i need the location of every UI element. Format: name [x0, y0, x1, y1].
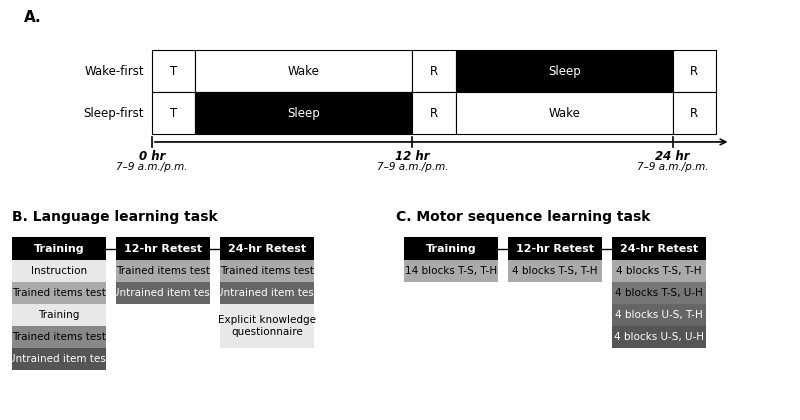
Bar	[12, 282, 106, 304]
Bar	[508, 260, 602, 282]
Text: Wake-first: Wake-first	[84, 65, 144, 78]
Bar	[404, 237, 498, 260]
Text: 7–9 a.m./p.m.: 7–9 a.m./p.m.	[637, 162, 708, 172]
Text: Sleep-first: Sleep-first	[83, 107, 144, 120]
Bar	[116, 282, 210, 304]
Bar	[116, 260, 210, 282]
Text: T: T	[170, 65, 178, 78]
Bar	[456, 92, 673, 134]
Text: Training: Training	[34, 244, 85, 254]
Text: 4 blocks U-S, T-H: 4 blocks U-S, T-H	[615, 310, 703, 320]
Text: Sleep: Sleep	[548, 65, 581, 78]
Text: R: R	[430, 107, 438, 120]
Bar	[612, 326, 706, 348]
Bar	[12, 260, 106, 282]
Text: T: T	[170, 107, 178, 120]
Bar	[12, 348, 106, 370]
Text: 12-hr Retest: 12-hr Retest	[516, 244, 594, 254]
Text: Trained items test: Trained items test	[116, 266, 210, 276]
Bar	[12, 237, 106, 260]
Text: Trained items test: Trained items test	[12, 332, 106, 342]
Text: 12-hr Retest: 12-hr Retest	[124, 244, 202, 254]
Bar	[220, 237, 314, 260]
Text: 24-hr Retest: 24-hr Retest	[228, 244, 306, 254]
Text: R: R	[430, 65, 438, 78]
Text: R: R	[690, 107, 698, 120]
Text: 24-hr Retest: 24-hr Retest	[620, 244, 698, 254]
Bar	[195, 50, 412, 92]
Text: Untrained item test: Untrained item test	[8, 354, 110, 364]
Text: 4 blocks U-S, U-H: 4 blocks U-S, U-H	[614, 332, 704, 342]
Text: A.: A.	[24, 10, 42, 26]
Bar	[12, 326, 106, 348]
Text: R: R	[690, 65, 698, 78]
Bar	[612, 304, 706, 326]
Bar	[116, 237, 210, 260]
Text: Wake: Wake	[548, 107, 580, 120]
Bar	[404, 260, 498, 282]
Text: B. Language learning task: B. Language learning task	[12, 210, 218, 224]
Text: Trained items test: Trained items test	[12, 288, 106, 298]
Text: 7–9 a.m./p.m.: 7–9 a.m./p.m.	[116, 162, 188, 172]
Bar	[612, 282, 706, 304]
Bar	[412, 92, 456, 134]
Text: Instruction: Instruction	[31, 266, 87, 276]
Text: Untrained item test: Untrained item test	[112, 288, 214, 298]
Bar	[673, 50, 716, 92]
Text: 4 blocks T-S, T-H: 4 blocks T-S, T-H	[617, 266, 702, 276]
Text: 4 blocks T-S, T-H: 4 blocks T-S, T-H	[513, 266, 598, 276]
Text: Wake: Wake	[288, 65, 320, 78]
Text: C. Motor sequence learning task: C. Motor sequence learning task	[396, 210, 650, 224]
Bar	[152, 92, 195, 134]
Bar	[412, 50, 456, 92]
Text: Sleep: Sleep	[287, 107, 320, 120]
Bar	[220, 282, 314, 304]
Bar	[220, 304, 314, 348]
Text: 4 blocks T-S, U-H: 4 blocks T-S, U-H	[615, 288, 703, 298]
Text: Untrained item test: Untrained item test	[216, 288, 318, 298]
Bar	[673, 92, 716, 134]
Text: 24 hr: 24 hr	[655, 150, 690, 163]
Text: Training: Training	[426, 244, 477, 254]
Bar	[220, 260, 314, 282]
Text: 12 hr: 12 hr	[395, 150, 430, 163]
Text: Explicit knowledge
questionnaire: Explicit knowledge questionnaire	[218, 315, 316, 337]
Bar	[508, 237, 602, 260]
Bar	[12, 304, 106, 326]
Text: 0 hr: 0 hr	[139, 150, 165, 163]
Bar	[195, 92, 412, 134]
Text: Training: Training	[38, 310, 80, 320]
Bar	[612, 260, 706, 282]
Bar	[152, 50, 195, 92]
Text: Trained items test: Trained items test	[220, 266, 314, 276]
Bar	[456, 50, 673, 92]
Bar	[612, 237, 706, 260]
Text: 7–9 a.m./p.m.: 7–9 a.m./p.m.	[377, 162, 448, 172]
Text: 14 blocks T-S, T-H: 14 blocks T-S, T-H	[405, 266, 498, 276]
